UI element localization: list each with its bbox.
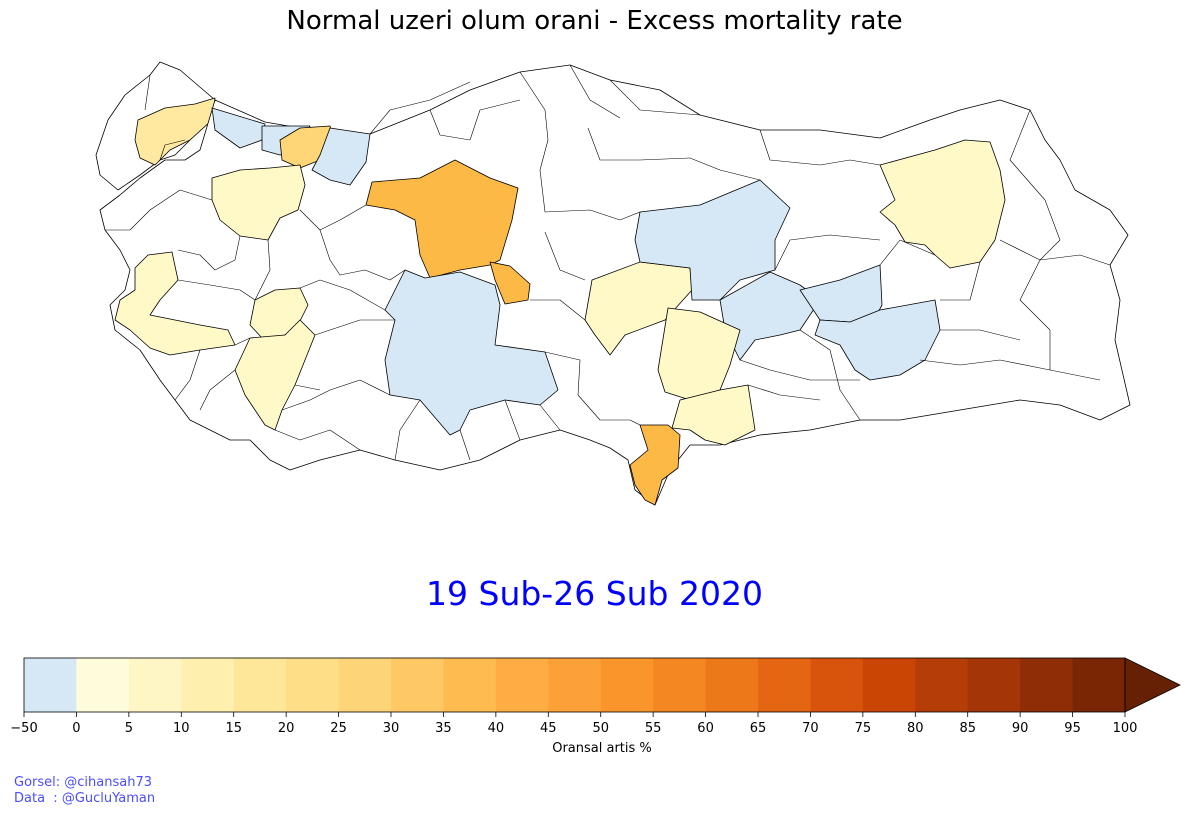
colorbar-tick-label: 45 xyxy=(540,721,557,736)
province-kirikkale-orange xyxy=(489,261,531,305)
colorbar-tick-label: 25 xyxy=(330,721,347,736)
colorbar-tick-label: 70 xyxy=(802,721,819,736)
colorbar-tick-label: 15 xyxy=(225,721,242,736)
chart-title: Normal uzeri olum orani - Excess mortali… xyxy=(286,6,903,36)
colorbar-tick-label: 55 xyxy=(645,721,662,736)
colorbar-cell xyxy=(24,658,77,712)
colorbar-tick-label: 75 xyxy=(855,721,872,736)
province-diyarbakir-blue xyxy=(814,299,941,381)
colorbar-cell xyxy=(758,658,811,712)
colorbar-cell xyxy=(1072,658,1126,712)
province-istanbul-asia xyxy=(211,107,266,149)
colorbar-tick-label: 95 xyxy=(1064,721,1081,736)
colorbar-cell xyxy=(286,658,340,712)
colorbar-tick-label: 0 xyxy=(72,721,80,736)
date-range-label: 19 Sub-26 Sub 2020 xyxy=(426,574,763,613)
colorbar-tick-label: 100 xyxy=(1113,721,1138,736)
colorbar-tick-label: 5 xyxy=(125,721,133,736)
colorbar-cell xyxy=(810,658,864,712)
province-duzce-blue xyxy=(311,127,371,186)
colorbar-tick-label: −50 xyxy=(10,721,37,736)
colorbar-tick-label: 50 xyxy=(592,721,609,736)
colorbar-tick-label: 20 xyxy=(278,721,295,736)
colorbar-cell xyxy=(338,658,392,712)
colorbar-tick-label: 10 xyxy=(173,721,190,736)
colorbar-tick-label: 35 xyxy=(435,721,452,736)
colorbar-cell xyxy=(76,658,130,712)
province-hatay-orange xyxy=(629,424,681,506)
turkey-province-map xyxy=(95,61,1131,506)
colorbar-cell xyxy=(862,658,916,712)
province-bursa-yellow xyxy=(211,164,306,241)
colorbar-cell xyxy=(391,658,444,712)
colorbar-extend-arrow xyxy=(1124,657,1181,713)
colorbar-cell xyxy=(128,658,182,712)
colorbar-tick-label: 85 xyxy=(959,721,976,736)
colorbar-cell xyxy=(653,658,707,712)
province-izmir-yellow xyxy=(114,251,236,356)
colorbar-cell xyxy=(705,658,759,712)
colorbar-tick-label: 30 xyxy=(383,721,400,736)
colorbar-tick-label: 90 xyxy=(1012,721,1029,736)
colorbar-tick-label: 80 xyxy=(907,721,924,736)
colorbar-axis-label: Oransal artis % xyxy=(552,741,652,756)
province-erzurum-yellow xyxy=(879,139,1006,269)
colorbar-cell xyxy=(443,658,497,712)
colorbar-frame xyxy=(23,657,1126,713)
colorbar-cell xyxy=(548,658,602,712)
colorbar-cell xyxy=(495,658,549,712)
credit-visual: Gorsel: @cihansah73 xyxy=(14,775,152,790)
colorbar-tick-label: 60 xyxy=(697,721,714,736)
colorbar-cell xyxy=(1020,658,1074,712)
colorbar-cell xyxy=(181,658,235,712)
colorbar-tick-label: 65 xyxy=(750,721,767,736)
colorbar-cell xyxy=(600,658,654,712)
colorbar-cell xyxy=(915,658,969,712)
province-denizli-yellow xyxy=(234,319,316,431)
colorbar-cell xyxy=(967,658,1021,712)
colorbar-tick-label: 40 xyxy=(488,721,505,736)
credits: Gorsel: @cihansah73 Data : @GucluYaman xyxy=(14,775,155,807)
province-gaziantep-yellow xyxy=(671,384,756,446)
colorbar-cell xyxy=(233,658,287,712)
province-ankara-orange xyxy=(365,159,519,279)
credit-data: Data : @GucluYaman xyxy=(14,791,156,806)
province-thrace-lightyellow xyxy=(134,97,216,166)
